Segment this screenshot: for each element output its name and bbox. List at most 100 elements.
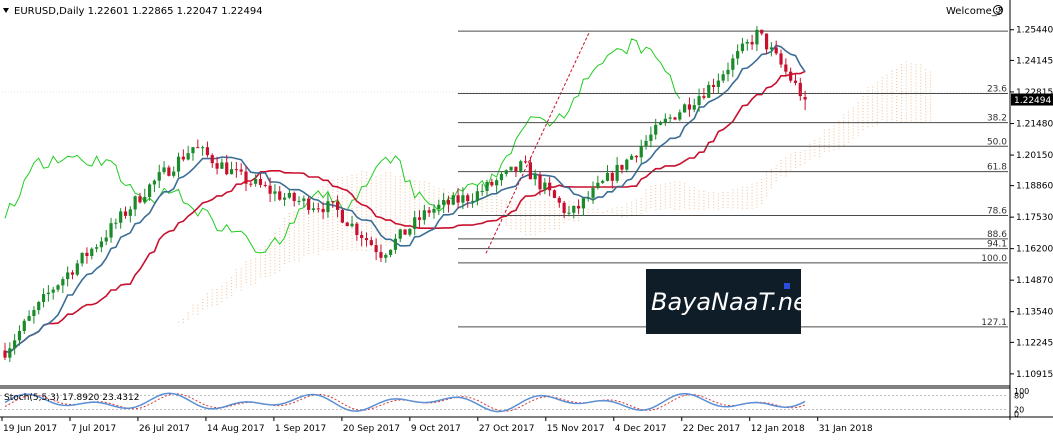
candle-body[interactable] [475, 191, 479, 201]
candle-body[interactable] [61, 279, 65, 286]
candle-body[interactable] [138, 196, 142, 203]
candle-body[interactable] [721, 74, 725, 81]
candle-body[interactable] [533, 174, 537, 180]
candle-body[interactable] [528, 162, 532, 180]
candle-body[interactable] [119, 211, 123, 223]
candle-body[interactable] [726, 69, 730, 75]
candle-body[interactable] [625, 159, 629, 170]
candle-body[interactable] [374, 245, 378, 253]
candle-body[interactable] [610, 173, 614, 181]
candle-body[interactable] [268, 185, 272, 194]
candle-body[interactable] [345, 222, 349, 227]
candle-body[interactable] [557, 197, 561, 203]
candle-body[interactable] [442, 199, 446, 205]
candle-body[interactable] [393, 238, 398, 250]
candle-body[interactable] [451, 195, 455, 205]
candle-body[interactable] [413, 217, 417, 229]
candle-body[interactable] [755, 29, 759, 45]
smiley-icon[interactable] [993, 5, 1003, 15]
candle-body[interactable] [335, 201, 340, 210]
candle-body[interactable] [326, 201, 330, 213]
candle-body[interactable] [432, 208, 436, 213]
candle-body[interactable] [46, 292, 50, 295]
candle-body[interactable] [683, 104, 687, 113]
candle-body[interactable] [649, 134, 653, 141]
candle-body[interactable] [196, 147, 200, 149]
trend-line[interactable] [485, 30, 591, 254]
candle-body[interactable] [499, 173, 504, 181]
candle-body[interactable] [470, 200, 475, 202]
candle-body[interactable] [273, 191, 277, 194]
candle-body[interactable] [548, 182, 552, 191]
candle-body[interactable] [234, 169, 238, 171]
candle-body[interactable] [94, 247, 99, 249]
candle-body[interactable] [114, 222, 118, 224]
candle-body[interactable] [466, 195, 470, 202]
candle-body[interactable] [263, 184, 267, 186]
candle-body[interactable] [215, 163, 219, 169]
candle-body[interactable] [774, 47, 778, 54]
candle-body[interactable] [697, 96, 701, 106]
candle-body[interactable] [798, 82, 802, 97]
candle-body[interactable] [422, 210, 426, 220]
candle-body[interactable] [340, 209, 344, 223]
candle-body[interactable] [446, 199, 451, 205]
candle-body[interactable] [504, 170, 508, 174]
candle-body[interactable] [678, 112, 682, 120]
candle-body[interactable] [152, 180, 157, 185]
candle-body[interactable] [123, 211, 128, 216]
candle-body[interactable] [658, 122, 663, 125]
candle-body[interactable] [85, 252, 89, 257]
candle-body[interactable] [509, 166, 513, 171]
candle-body[interactable] [461, 195, 465, 203]
candle-body[interactable] [133, 196, 137, 210]
candle-body[interactable] [654, 124, 658, 135]
candle-body[interactable] [702, 96, 706, 98]
candle-body[interactable] [692, 105, 696, 110]
candle-body[interactable] [220, 162, 224, 169]
candle-body[interactable] [740, 43, 745, 52]
candle-body[interactable] [567, 212, 571, 214]
candle-body[interactable] [282, 197, 287, 200]
candle-body[interactable] [562, 202, 566, 214]
candle-body[interactable] [485, 181, 489, 192]
candle-body[interactable] [13, 340, 17, 349]
candle-body[interactable] [538, 174, 542, 190]
candle-body[interactable] [307, 198, 311, 210]
candle-body[interactable] [143, 196, 147, 203]
candle-body[interactable] [745, 41, 749, 44]
candle-body[interactable] [668, 117, 672, 119]
candle-body[interactable] [519, 161, 523, 172]
candle-body[interactable] [644, 140, 648, 147]
candle-body[interactable] [803, 96, 807, 100]
candle-body[interactable] [403, 229, 407, 235]
candle-body[interactable] [634, 155, 639, 158]
candle-body[interactable] [364, 238, 369, 241]
candle-body[interactable] [17, 331, 22, 341]
candle-body[interactable] [673, 117, 677, 120]
candle-body[interactable] [225, 162, 229, 175]
candle-body[interactable] [254, 179, 258, 184]
candle-body[interactable] [292, 192, 296, 202]
candle-body[interactable] [514, 166, 518, 172]
candle-body[interactable] [398, 229, 402, 239]
candle-body[interactable] [480, 191, 484, 193]
candle-body[interactable] [32, 310, 36, 317]
candle-body[interactable] [66, 272, 70, 280]
candle-body[interactable] [244, 171, 248, 184]
candle-body[interactable] [601, 180, 605, 183]
candlesticks[interactable] [3, 25, 807, 363]
candle-body[interactable] [3, 350, 7, 358]
candle-body[interactable] [75, 263, 79, 275]
candle-body[interactable] [128, 209, 132, 216]
candle-body[interactable] [258, 179, 263, 185]
candle-body[interactable] [186, 153, 190, 160]
candle-body[interactable] [191, 147, 195, 154]
candle-body[interactable] [176, 156, 181, 172]
candle-body[interactable] [427, 210, 431, 213]
candle-body[interactable] [736, 51, 740, 59]
candle-body[interactable] [321, 208, 325, 213]
candle-body[interactable] [302, 198, 306, 201]
candle-body[interactable] [711, 84, 716, 87]
symbol-dropdown-icon[interactable] [3, 8, 9, 13]
